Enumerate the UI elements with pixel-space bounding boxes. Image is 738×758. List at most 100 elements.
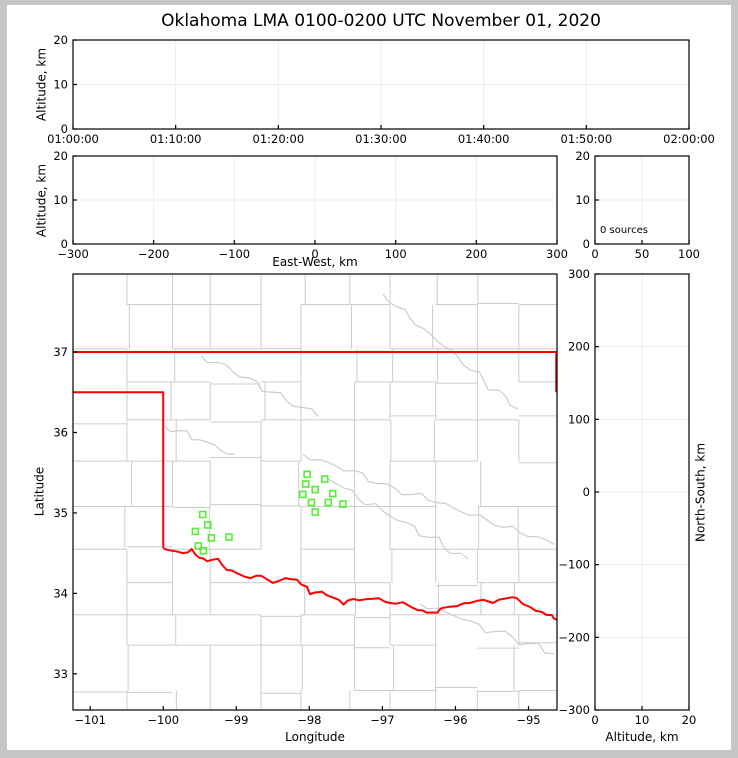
x-tick-label: −200	[138, 247, 170, 261]
ns-height-panel-tick-labels: 0 10 20 300 200 100 0 −100 −200 −300	[558, 267, 696, 727]
y-tick-label: 36	[53, 425, 68, 439]
x-tick-label: 0	[591, 247, 598, 261]
y-tick-label: 200	[568, 340, 590, 354]
y-tick-label: 35	[53, 506, 68, 520]
x-tick-label: −99	[224, 713, 248, 727]
x-tick-label: 01:30:00	[355, 132, 407, 146]
station-marker	[339, 500, 347, 508]
ew-panel-xlabel: East-West, km	[272, 255, 358, 269]
station-marker	[307, 498, 316, 507]
map-panel: −101 −100 −99 −98 −97 −96 −95 37 36 35 34 33	[53, 273, 558, 727]
station-marker	[204, 521, 212, 529]
histogram-panel-ticks	[594, 155, 690, 245]
x-tick-label: 200	[465, 247, 487, 261]
x-tick-label: 50	[635, 247, 650, 261]
station-marker	[191, 527, 200, 536]
x-tick-label: −101	[74, 713, 106, 727]
time-height-panel: 01:00:00 01:10:00 01:20:00 01:30:00 01:40:00…	[47, 33, 715, 146]
y-tick-label: 100	[568, 412, 590, 426]
x-tick-label: 20	[682, 713, 697, 727]
ew-height-panel-ticks	[72, 155, 558, 245]
station-marker	[225, 533, 233, 541]
station-marker	[198, 510, 207, 519]
station-marker	[311, 508, 320, 516]
time-height-panel-gridlines	[73, 40, 689, 129]
river-lines	[164, 293, 555, 655]
station-marker	[324, 498, 333, 507]
y-tick-label: 20	[53, 149, 68, 163]
station-marker	[328, 489, 337, 498]
y-tick-label: 20	[53, 33, 68, 47]
y-tick-label: 0	[583, 237, 590, 251]
y-tick-label: 20	[575, 149, 590, 163]
ew-panel-ylabel: Altitude, km	[34, 163, 49, 238]
station-marker	[303, 470, 311, 479]
histogram-panel-gridlines	[595, 156, 689, 244]
station-marker	[207, 534, 216, 542]
station-marker	[298, 490, 307, 499]
ns-height-panel-ticks	[594, 273, 690, 711]
ns-height-panel-gridlines	[595, 274, 689, 710]
x-tick-label: −100	[147, 713, 179, 727]
x-tick-label: −96	[443, 713, 467, 727]
x-tick-label: 100	[678, 247, 700, 261]
station-marker	[199, 546, 208, 555]
y-tick-label: −100	[558, 558, 590, 572]
y-tick-label: 10	[575, 193, 590, 207]
y-tick-label: −200	[558, 630, 590, 644]
ns-height-panel: 0 10 20 300 200 100 0 −100 −200 −300	[558, 267, 696, 727]
x-tick-label: 0	[311, 247, 318, 261]
y-tick-label: 0	[583, 485, 590, 499]
y-tick-label: 0	[61, 237, 68, 251]
y-tick-label: 10	[53, 78, 68, 92]
map-ylabel: Latitude	[32, 466, 47, 517]
station-marker	[194, 542, 203, 550]
x-tick-label: −95	[516, 713, 540, 727]
map-basemap	[73, 274, 557, 710]
ew-height-panel-gridlines	[73, 156, 557, 244]
x-tick-label: 100	[385, 247, 407, 261]
map-panel-ticks	[73, 351, 530, 710]
y-tick-label: −300	[558, 703, 590, 717]
ns-panel-xlabel: Altitude, km	[605, 730, 679, 744]
x-tick-label: 01:20:00	[253, 132, 305, 146]
x-tick-label: −98	[297, 713, 321, 727]
station-markers	[191, 470, 347, 555]
x-tick-label: 0	[591, 713, 598, 727]
figure-title: Oklahoma LMA 0100-0200 UTC November 01, …	[161, 11, 601, 31]
x-tick-label: 02:00:00	[663, 132, 715, 146]
station-marker	[320, 475, 329, 483]
y-tick-label: 34	[53, 586, 68, 600]
y-tick-label: 10	[53, 193, 68, 207]
x-tick-label: 01:00:00	[47, 132, 99, 146]
time-height-panel-ticks	[72, 39, 690, 130]
y-tick-label: 0	[61, 122, 68, 136]
x-tick-label: 01:50:00	[561, 132, 613, 146]
x-tick-label: 300	[546, 247, 568, 261]
ns-panel-ylabel: North-South, km	[693, 442, 708, 543]
y-tick-label: 300	[568, 267, 590, 281]
station-marker	[311, 485, 320, 494]
station-marker	[301, 480, 310, 488]
sources-count-annotation: 0 sources	[600, 225, 648, 236]
x-tick-label: 01:40:00	[458, 132, 510, 146]
x-tick-label: −100	[219, 247, 251, 261]
time-panel-ylabel: Altitude, km	[34, 47, 49, 122]
state-border-lines	[73, 351, 557, 621]
x-tick-label: 10	[635, 713, 650, 727]
y-tick-label: 37	[53, 345, 68, 359]
county-lines	[73, 274, 557, 710]
x-tick-label: 01:10:00	[150, 132, 202, 146]
map-xlabel: Longitude	[285, 730, 345, 744]
x-tick-label: −300	[57, 247, 89, 261]
map-panel-tick-labels: −101 −100 −99 −98 −97 −96 −95 37 36 35 34 33	[53, 345, 540, 727]
time-height-panel-tick-labels: 01:00:00 01:10:00 01:20:00 01:30:00 01:40:00…	[47, 33, 715, 146]
y-tick-label: 33	[53, 667, 68, 681]
x-tick-label: −97	[370, 713, 394, 727]
